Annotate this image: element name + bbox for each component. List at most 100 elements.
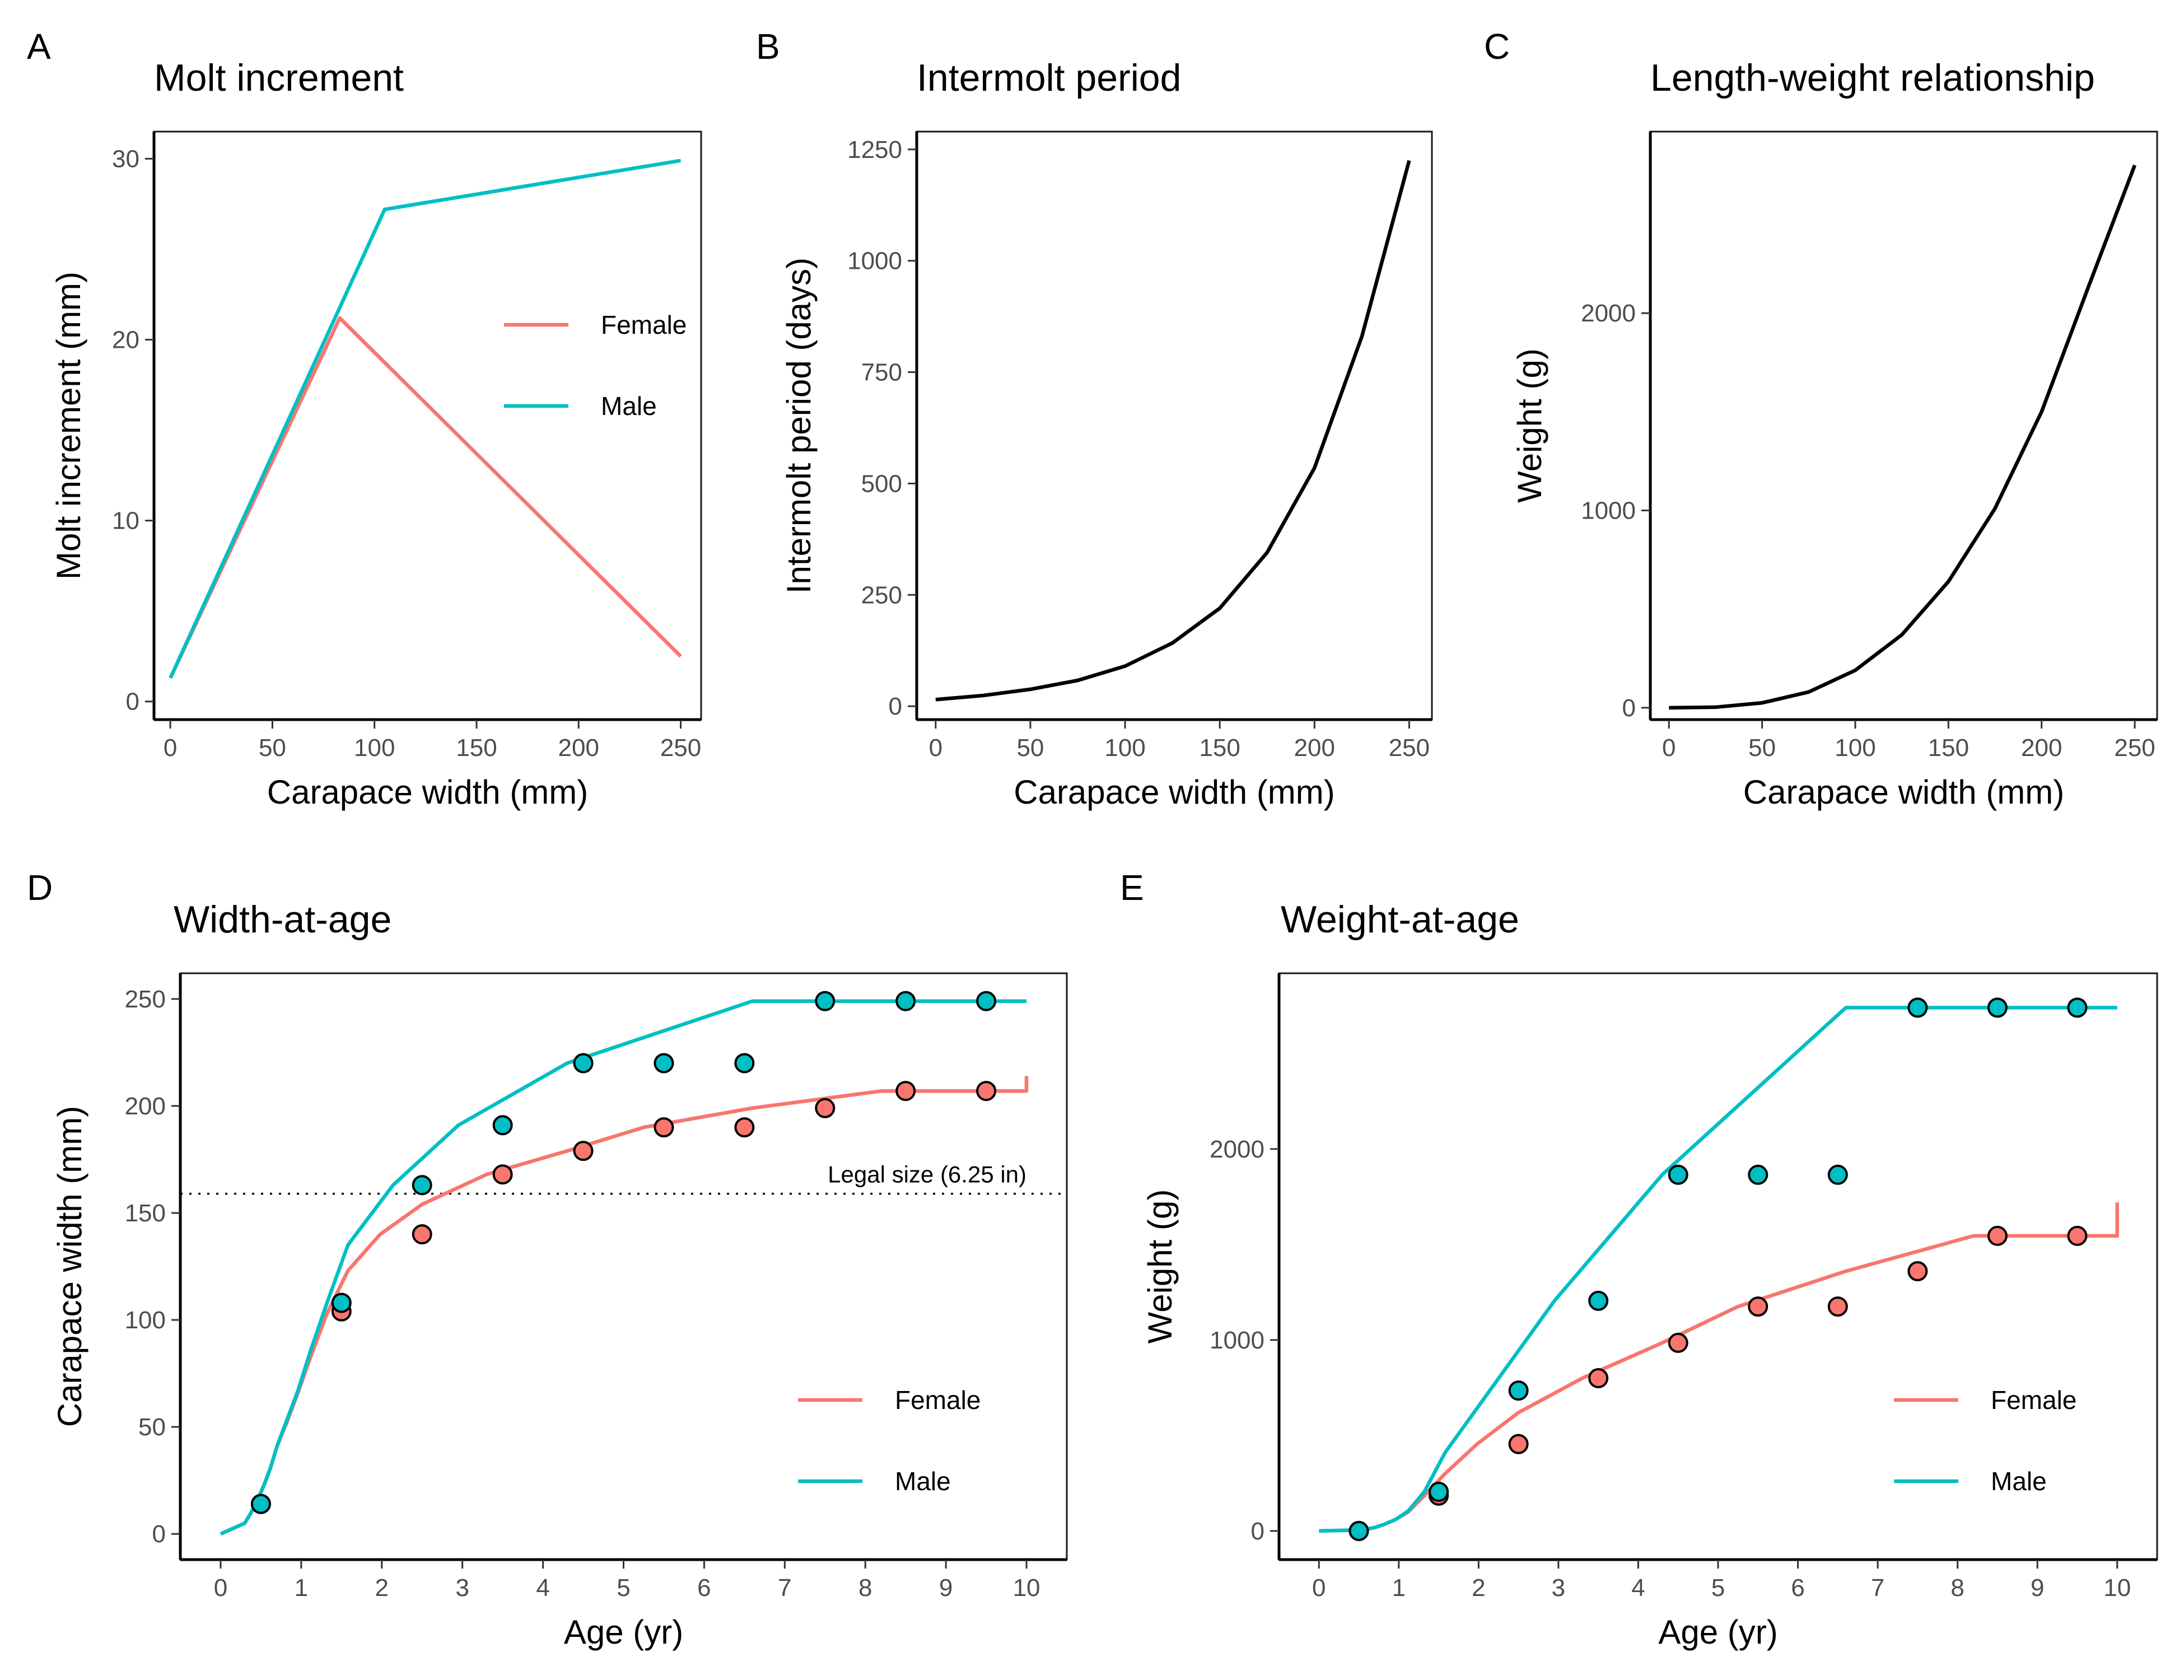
x-axis-title: Carapace width (mm) xyxy=(1743,773,2065,811)
x-tick-label: 50 xyxy=(1016,734,1044,762)
y-tick-label: 1000 xyxy=(1210,1327,1264,1354)
x-tick-label: 150 xyxy=(1928,734,1969,762)
data-point-female xyxy=(573,1141,594,1161)
data-point-male xyxy=(1508,1380,1529,1401)
x-tick-label: 6 xyxy=(697,1574,711,1602)
x-axis-title: Carapace width (mm) xyxy=(267,773,589,811)
data-point-male xyxy=(492,1115,513,1136)
data-point-male xyxy=(1748,1164,1768,1185)
data-point-female xyxy=(976,1081,997,1102)
y-axis-title: Carapace width (mm) xyxy=(51,1106,88,1427)
x-tick-label: 4 xyxy=(1631,1574,1645,1602)
panel-title: Molt increment xyxy=(154,57,404,99)
legend: Female Male xyxy=(798,1385,981,1496)
data-point-female xyxy=(492,1164,513,1185)
data-point-male xyxy=(1907,997,1928,1018)
x-tick-label: 250 xyxy=(2114,734,2155,762)
legend-label-female: Female xyxy=(1991,1385,2076,1415)
y-tick-label: 0 xyxy=(126,688,139,716)
data-point-male xyxy=(1987,997,2008,1018)
data-point-female xyxy=(1987,1225,2008,1246)
x-tick-label: 1 xyxy=(1392,1574,1406,1602)
data-point-female xyxy=(895,1081,916,1102)
x-tick-label: 100 xyxy=(1835,734,1875,762)
data-point-female xyxy=(412,1224,432,1245)
y-tick-label: 0 xyxy=(889,693,902,720)
x-tick-label: 9 xyxy=(939,1574,953,1602)
y-tick-label: 750 xyxy=(861,359,902,386)
x-tick-label: 200 xyxy=(558,734,599,762)
panel-title: Width-at-age xyxy=(174,898,391,941)
panel-a: A Molt increment 0 50 100 150 200 250 0 10 20 30 Car… xyxy=(27,26,702,811)
x-tick-label: 0 xyxy=(164,734,177,762)
x-tick-label: 0 xyxy=(214,1574,227,1602)
x-tick-label: 10 xyxy=(1013,1574,1040,1602)
plot-frame xyxy=(916,130,1433,721)
x-tick-label: 7 xyxy=(778,1574,791,1602)
x-tick-label: 150 xyxy=(456,734,497,762)
x-axis-title: Age (yr) xyxy=(1658,1613,1777,1651)
x-axis-title: Age (yr) xyxy=(564,1613,683,1651)
data-point-male xyxy=(412,1175,432,1196)
y-tick-label: 30 xyxy=(112,145,139,172)
data-point-female xyxy=(2067,1225,2088,1246)
x-tick-label: 5 xyxy=(617,1574,630,1602)
x-tick-label: 2 xyxy=(1472,1574,1485,1602)
x-tick-label: 5 xyxy=(1711,1574,1725,1602)
x-tick-label: 0 xyxy=(1312,1574,1326,1602)
data-point-male xyxy=(573,1053,594,1074)
x-tick-label: 4 xyxy=(536,1574,549,1602)
data-point-male xyxy=(895,991,916,1011)
y-tick-label: 20 xyxy=(112,326,139,354)
x-tick-label: 3 xyxy=(455,1574,469,1602)
x-tick-label: 10 xyxy=(2103,1574,2131,1602)
x-tick-label: 6 xyxy=(1791,1574,1804,1602)
y-tick-label: 100 xyxy=(125,1306,166,1334)
y-axis-title: Weight (g) xyxy=(1511,348,1548,503)
legend-label-male: Male xyxy=(1991,1467,2047,1496)
panel-title: Length-weight relationship xyxy=(1650,57,2095,99)
x-tick-label: 9 xyxy=(2031,1574,2044,1602)
x-tick-label: 200 xyxy=(2021,734,2062,762)
data-point-female xyxy=(1827,1296,1848,1317)
data-point-female xyxy=(1668,1332,1688,1353)
y-tick-label: 500 xyxy=(861,470,902,497)
data-point-male xyxy=(331,1292,352,1313)
series-group xyxy=(935,160,1411,702)
data-point-male xyxy=(250,1494,271,1514)
data-point-male xyxy=(1668,1164,1688,1185)
series-line xyxy=(1669,164,2137,710)
y-tick-label: 250 xyxy=(125,986,166,1013)
x-tick-label: 100 xyxy=(354,734,395,762)
y-tick-label: 200 xyxy=(125,1093,166,1120)
x-tick-label: 0 xyxy=(929,734,942,762)
y-tick-label: 0 xyxy=(1622,694,1636,722)
data-point-female xyxy=(1588,1368,1609,1389)
x-axis-title: Carapace width (mm) xyxy=(1014,773,1335,811)
panel-c: C Length-weight relationship 0 50 100 150 200 2… xyxy=(1484,26,2158,811)
legend-label-female: Female xyxy=(895,1385,981,1415)
y-tick-label: 2000 xyxy=(1210,1136,1264,1163)
x-tick-label: 150 xyxy=(1199,734,1240,762)
panel-letter: D xyxy=(27,867,53,908)
y-tick-label: 1000 xyxy=(847,248,902,275)
data-point-female xyxy=(654,1117,674,1138)
legend: Female Male xyxy=(1894,1385,2076,1496)
data-point-male xyxy=(734,1053,755,1074)
x-tick-label: 0 xyxy=(1662,734,1676,762)
data-point-female xyxy=(1907,1261,1928,1282)
data-point-female xyxy=(1748,1296,1768,1317)
data-point-male xyxy=(1827,1164,1848,1185)
x-tick-label: 3 xyxy=(1552,1574,1565,1602)
x-tick-label: 250 xyxy=(1389,734,1430,762)
x-tick-label: 250 xyxy=(660,734,701,762)
x-tick-label: 8 xyxy=(1950,1574,1964,1602)
series-line-male xyxy=(169,158,682,679)
series-group xyxy=(169,158,682,679)
panel-letter: A xyxy=(27,26,51,67)
x-tick-label: 50 xyxy=(1748,734,1776,762)
panel-letter: E xyxy=(1120,867,1144,908)
series-group xyxy=(1319,1006,2119,1533)
y-tick-label: 2000 xyxy=(1581,300,1636,327)
